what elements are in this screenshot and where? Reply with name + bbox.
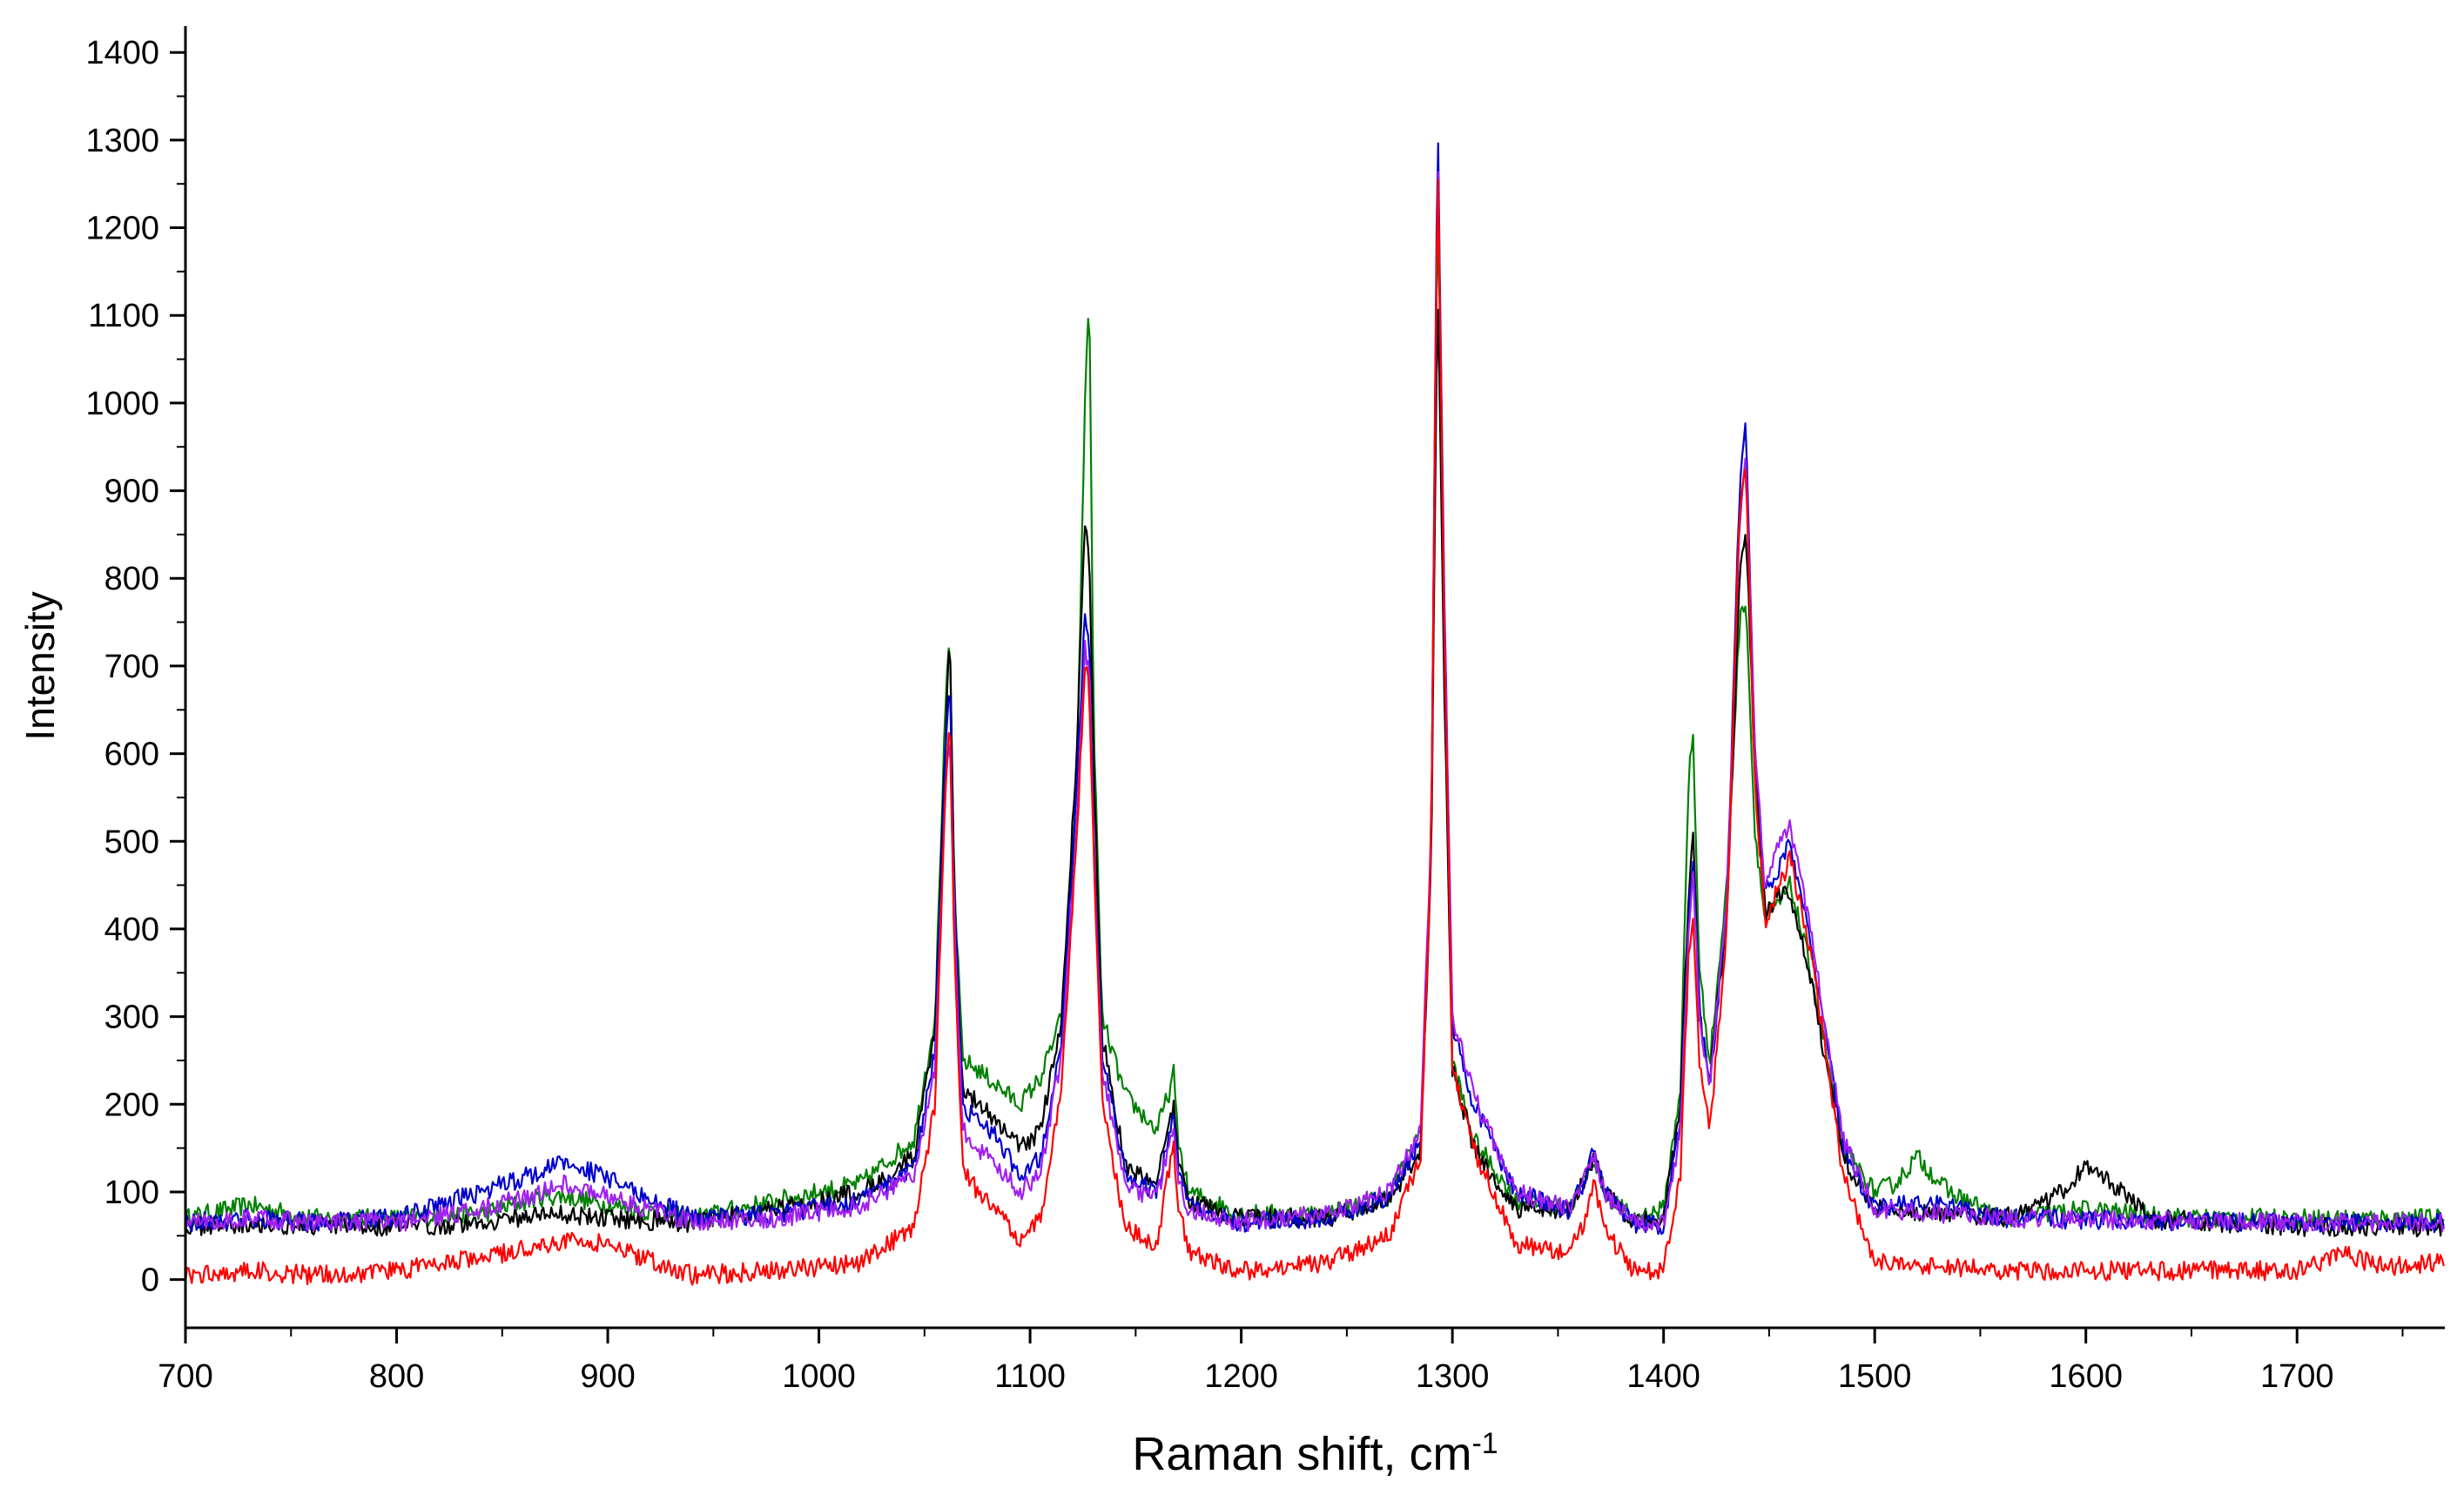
y-axis-ticks: 0 100 200 300 400 500 600 700 800 900 1000 1100 1200… — [85, 35, 185, 1299]
y-tick-label: 400 — [104, 912, 159, 948]
x-tick-label: 800 — [369, 1358, 424, 1395]
x-tick-label: 900 — [580, 1358, 635, 1395]
y-tick-label: 700 — [104, 649, 159, 685]
x-tick-label: 1000 — [782, 1358, 856, 1395]
y-tick-label: 1100 — [88, 298, 159, 334]
x-axis-ticks: 700 800 900 1000 1100 1200 1300 1400 1500 1600 170… — [158, 1328, 2404, 1395]
x-tick-label: 1100 — [994, 1358, 1066, 1395]
x-axis-title: Raman shift, cm-1 — [1132, 1427, 1498, 1480]
x-tick-label: 1500 — [1838, 1358, 1912, 1395]
spectrum-line — [184, 220, 2445, 1229]
x-tick-label: 700 — [158, 1358, 212, 1395]
spectrum-line — [184, 178, 2445, 1286]
y-tick-label: 800 — [104, 561, 159, 597]
y-tick-label: 1200 — [85, 211, 159, 247]
x-tick-label: 1400 — [1626, 1358, 1700, 1395]
axes — [184, 26, 2445, 1330]
y-tick-label: 500 — [104, 824, 159, 860]
x-tick-label: 1300 — [1416, 1358, 1490, 1395]
y-tick-label: 1400 — [85, 35, 159, 71]
y-axis-title: Intensity — [17, 591, 63, 740]
y-tick-label: 100 — [104, 1175, 159, 1211]
spectrum-line — [184, 142, 2445, 1236]
x-tick-label: 1600 — [2049, 1358, 2123, 1395]
spectrum-line — [184, 308, 2445, 1238]
x-tick-label: 1700 — [2260, 1358, 2334, 1395]
y-tick-label: 300 — [104, 1000, 159, 1036]
spectrum-line — [184, 171, 2445, 1234]
y-tick-label: 0 — [141, 1262, 159, 1299]
y-tick-label: 200 — [104, 1087, 159, 1123]
y-tick-label: 1000 — [85, 386, 159, 422]
y-tick-label: 1300 — [85, 123, 159, 159]
y-tick-label: 600 — [104, 737, 159, 773]
spectrum-lines — [184, 142, 2445, 1286]
x-tick-label: 1200 — [1204, 1358, 1278, 1395]
y-tick-label: 900 — [104, 474, 159, 510]
